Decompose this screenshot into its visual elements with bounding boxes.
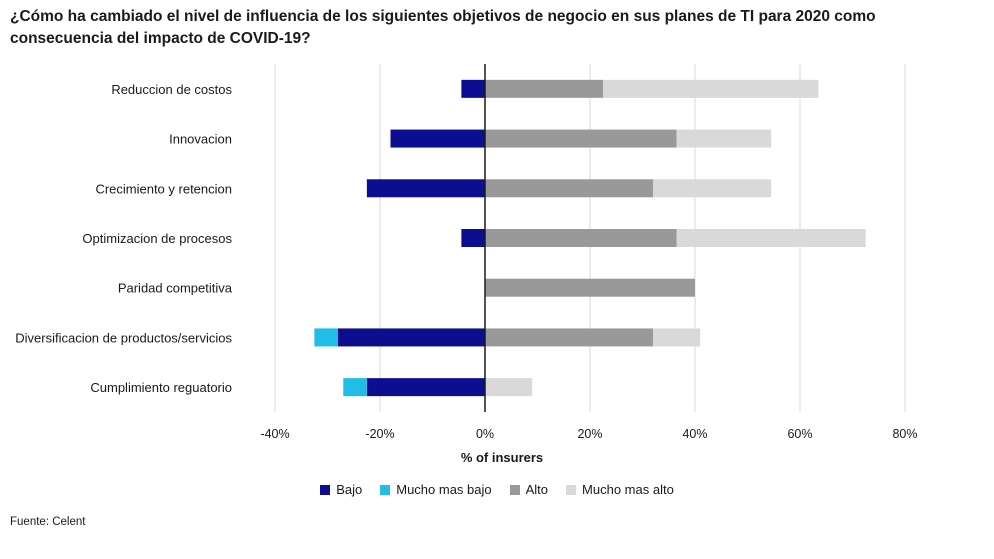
x-tick-label: 40% — [682, 427, 707, 441]
bar-bajo — [366, 378, 485, 397]
bar-bajo — [461, 79, 485, 98]
category-label: Diversificacion de productos/servicios — [15, 330, 232, 345]
bars — [314, 64, 866, 412]
category-label: Cumplimiento reguatorio — [90, 380, 232, 395]
bar-bajo — [366, 179, 485, 198]
bar-alto — [485, 229, 677, 247]
category-labels: Reduccion de costos Innovacion Crecimiento… — [15, 82, 233, 395]
bar-mucho-mas-alto — [676, 129, 772, 148]
legend-label: Mucho mas bajo — [396, 482, 492, 497]
bar-alto — [485, 179, 653, 198]
bar-mucho-mas-alto — [485, 378, 533, 397]
legend-swatch — [380, 484, 391, 495]
bar-mucho-mas-alto — [653, 179, 772, 198]
bar-alto — [485, 328, 653, 347]
bar-bajo — [390, 129, 485, 148]
bar-mucho-mas-alto — [603, 79, 819, 98]
legend-swatch — [566, 484, 577, 495]
x-tick-label: 20% — [577, 427, 602, 441]
x-tick-label: 0% — [476, 427, 494, 441]
bar-mucho-mas-bajo — [343, 378, 367, 397]
x-tick-labels: -40% -20% 0% 20% 40% 60% 80% — [260, 427, 917, 441]
legend: Bajo Mucho mas bajo Alto Mucho mas alto — [0, 482, 994, 497]
category-label: Crecimiento y retencion — [95, 181, 232, 196]
legend-label: Bajo — [336, 482, 363, 497]
legend-label: Alto — [525, 482, 549, 497]
legend-item: Mucho mas bajo — [380, 482, 492, 497]
legend-swatch — [320, 484, 331, 495]
x-tick-label: -40% — [260, 427, 289, 441]
gridlines — [274, 64, 906, 412]
category-label: Paridad competitiva — [118, 281, 233, 296]
legend-item: Bajo — [320, 482, 362, 497]
bar-mucho-mas-bajo — [314, 328, 338, 347]
bar-alto — [485, 129, 677, 148]
bar-mucho-mas-alto — [653, 328, 701, 347]
chart-title: ¿Cómo ha cambiado el nivel de influencia… — [10, 8, 876, 47]
source-note: Fuente: Celent — [10, 516, 86, 528]
x-tick-label: 80% — [892, 427, 917, 441]
legend-label: Mucho mas alto — [582, 482, 674, 497]
bar-chart: Reduccion de costos Innovacion Crecimiento… — [15, 64, 918, 465]
x-tick-label: -20% — [365, 427, 394, 441]
category-label: Optimizacion de procesos — [82, 231, 232, 246]
bar-mucho-mas-alto — [676, 229, 866, 247]
x-axis-title: % of insurers — [461, 450, 543, 465]
category-label: Innovacion — [169, 132, 232, 147]
category-label: Reduccion de costos — [111, 82, 232, 97]
bar-alto — [485, 79, 604, 98]
bar-bajo — [338, 328, 485, 347]
bar-bajo — [461, 229, 485, 247]
legend-item: Alto — [509, 482, 549, 497]
bar-alto — [485, 278, 695, 297]
x-tick-label: 60% — [787, 427, 812, 441]
legend-swatch — [509, 484, 520, 495]
legend-item: Mucho mas alto — [566, 482, 674, 497]
